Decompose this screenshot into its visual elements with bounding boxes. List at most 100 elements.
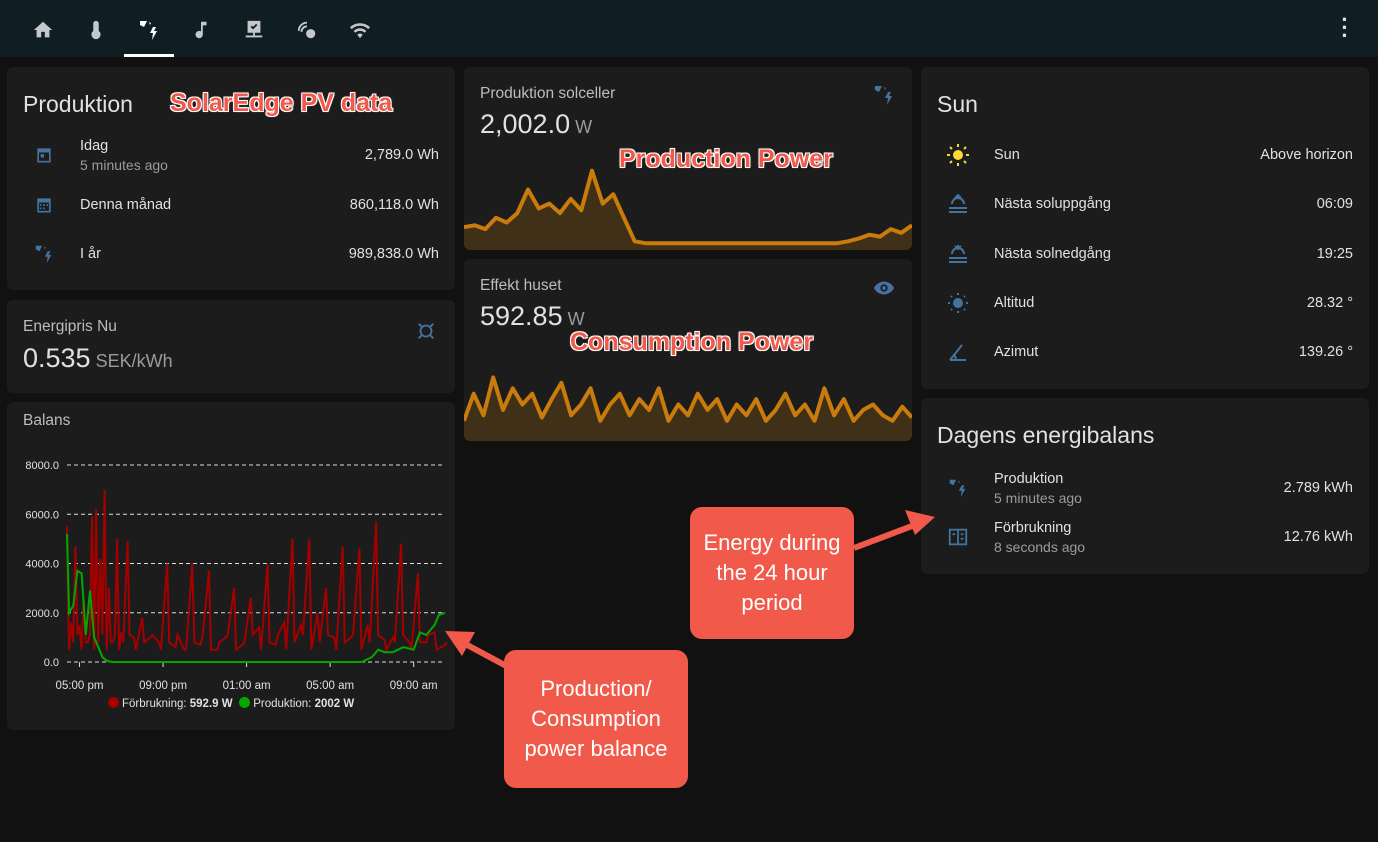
sunset-icon [949,244,967,263]
solar-power-icon [949,479,966,498]
row-label: Nästa solnedgång [994,245,1111,262]
sun-card: Sun Sun Above horizon Nästa soluppgång 06:0… [921,67,1369,389]
produktion-solceller-card[interactable]: Produktion solceller 2,002.0 W [464,67,912,250]
x-tick-label: 05:00 pm [56,680,104,692]
sensor-value: 0.535 [23,343,91,373]
music-note-icon [195,21,207,39]
row-secondary: 5 minutes ago [994,489,1082,506]
legend-label: Produktion [253,698,309,710]
row-label: Nästa soluppgång [994,196,1111,213]
annotation-pv-data: SolarEdge PV data [169,89,393,118]
callout-balance: Production/ Consumption power balance [504,650,688,788]
sensor-name: Energipris Nu [23,318,117,335]
sparkline-line [464,168,912,246]
sparkline-line [464,375,912,423]
tab-energy[interactable] [129,10,169,50]
angle-icon [949,344,966,362]
currency-icon [418,323,434,339]
row-value: 2,789.0 Wh [364,147,439,163]
row-label: Denna månad [80,197,172,213]
row-value: 989,838.0 Wh [348,246,439,262]
effekt-huset-card[interactable]: Effekt huset 592.85 W [464,259,912,441]
y-tick-label: 0.0 [44,657,59,669]
sun-icon [947,144,969,166]
tab-network[interactable] [234,10,274,50]
row-label: I år [80,246,101,262]
x-tick-label: 05:00 am [306,680,354,692]
row-label: Sun [994,147,1020,163]
annotation-production-power: Production Power [619,145,834,174]
top-toolbar: · · · [0,0,1378,57]
callout-energy: Energy during the 24 hour period [690,507,854,639]
row-label: Idag [80,137,109,154]
x-tick-label: 09:00 am [390,680,438,692]
tab-climate[interactable] [76,10,116,50]
active-tab-indicator [124,54,174,57]
row-value: Above horizon [1260,147,1353,163]
produktion-card: Produktion Idag 5 minutes ago 2,789.0 Wh D… [7,67,455,290]
row-label: Altitud [994,294,1035,311]
row-value: 12.76 kWh [1283,529,1353,545]
row-label: Produktion [994,470,1064,487]
card-title: Dagens energibalans [937,422,1155,448]
tab-wifi[interactable] [340,10,380,50]
sparkline-area [464,377,912,441]
balance-chart[interactable]: 8000.0 6000.0 4000.0 2000.0 0.0 05:00 pm 09:00… [7,402,455,730]
home-icon [33,21,53,38]
legend-item-forbrukning[interactable]: Förbrukning: 592.9 W [107,697,233,710]
legend-item-produktion[interactable]: Produktion: 2002 W [238,697,355,710]
energipris-card[interactable]: Energipris Nu 0.535 SEK/kWh [7,300,455,393]
sensor-name: Effekt huset [480,277,562,294]
zigbee-icon [297,21,316,39]
row-label: Förbrukning [994,519,1072,536]
entity-row[interactable]: Altitud 28.32 ° [937,283,1353,323]
overflow-menu-button[interactable]: · · · [1341,7,1349,48]
sunrise-icon [949,193,967,214]
y-tick-label: 6000.0 [25,509,59,521]
thermometer-icon [91,20,101,40]
monitor-check-icon [245,20,263,38]
tab-media[interactable] [181,10,221,50]
sparkline-area [464,170,912,250]
sensor-name: Produktion solceller [480,85,616,102]
entity-row[interactable]: Azimut 139.26 ° [937,332,1353,372]
entity-row[interactable]: Sun Above horizon [937,135,1353,175]
consumption-sparkline [464,375,912,441]
row-secondary: 8 seconds ago [994,538,1086,555]
y-tick-label: 2000.0 [25,608,59,620]
chart-legend: Förbrukning: 592.9 W Produktion: 2002 W [7,697,455,710]
sensor-value: 592.85 [480,301,563,331]
calendar-today-icon [37,148,51,163]
tab-home[interactable] [23,10,63,50]
card-title: Sun [937,91,978,117]
entity-row[interactable]: Denna månad 860,118.0 Wh [23,185,439,225]
entity-row[interactable]: Produktion 5 minutes ago 2.789 kWh [937,468,1353,508]
annotation-consumption-power: Consumption Power [569,328,814,357]
sensor-unit: W [567,309,585,329]
production-sparkline [464,168,912,250]
card-title: Produktion [23,91,133,117]
calendar-month-icon [37,198,51,213]
balans-card: Balans 8000.0 6000.0 4000.0 2000.0 0.0 05:00 … [7,402,455,730]
series-produktion [66,533,446,663]
legend-value: 2002 W [314,698,355,710]
entity-row[interactable]: Förbrukning 8 seconds ago 12.76 kWh [937,517,1353,557]
x-tick-label: 09:00 pm [139,680,187,692]
solar-power-icon [140,21,157,40]
entity-row[interactable]: Nästa solnedgång 19:25 [937,234,1353,274]
y-tick-label: 8000.0 [25,460,59,472]
row-secondary: 5 minutes ago [80,156,168,173]
row-label: Azimut [994,344,1039,361]
x-tick-label: 01:00 am [223,680,271,692]
row-value: 06:09 [1316,196,1353,213]
entity-row[interactable]: Idag 5 minutes ago 2,789.0 Wh [23,135,439,175]
series-förbrukning [66,489,448,653]
wifi-icon [349,23,371,39]
entity-row[interactable]: I år 989,838.0 Wh [23,234,439,274]
y-tick-label: 4000.0 [25,559,59,571]
eye-icon [873,281,895,295]
energibalans-card: Dagens energibalans Produktion 5 minutes … [921,398,1369,574]
tab-zigbee[interactable] [287,10,327,50]
entity-row[interactable]: Nästa soluppgång 06:09 [937,184,1353,224]
row-value: 19:25 [1316,245,1353,262]
